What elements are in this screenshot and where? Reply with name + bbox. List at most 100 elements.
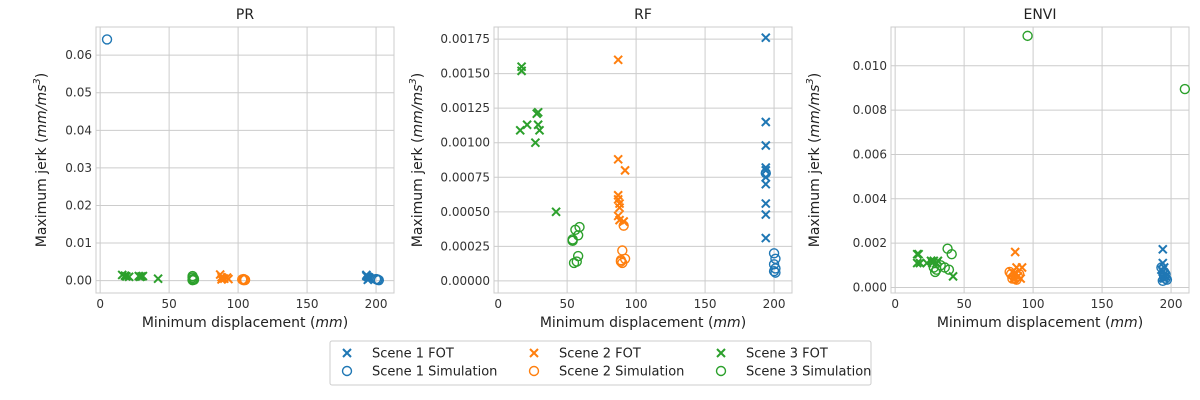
legend-label: Scene 3 Simulation [746, 365, 871, 380]
rf-y-tick-label: 0.00150 [440, 67, 490, 81]
rf-grid [494, 27, 792, 293]
rf-title: RF [634, 7, 652, 23]
pr-y-tick-label: 0.04 [65, 123, 92, 137]
envi-y-tick-label: 0.006 [853, 147, 887, 161]
envi-grid [891, 27, 1189, 293]
legend-item-scene-3-simulation: Scene 3 Simulation [715, 365, 871, 380]
envi-y-tick-label: 0.008 [853, 103, 887, 117]
pr-series-scene-1-fot [361, 270, 374, 285]
data-point [1014, 268, 1025, 280]
pr-y-tick-label: 0.03 [65, 161, 92, 175]
panel-envi: 0 50 100 150 200 0.000 0.002 0.004 0.006 0.008 0.0… [805, 7, 1191, 331]
pr-x-tick-label: 100 [227, 297, 250, 311]
rf-y-tick-label: 0.00125 [440, 101, 490, 115]
data-point [124, 272, 134, 282]
rf-series-scene-2-simulation [615, 220, 631, 269]
panel-pr: 0 50 100 150 200 0.00 0.01 0.02 0.03 0.04 0.05 0.06… [32, 7, 395, 331]
data-point [1157, 275, 1168, 287]
data-point [516, 66, 527, 76]
pr-y-axis-label: Maximum jerk (mm/ms3) [32, 73, 50, 248]
pr-x-axis-label: Minimum displacement (mm) [142, 315, 348, 331]
data-point [239, 274, 251, 286]
pr-y-tick-label: 0.05 [65, 86, 92, 100]
data-point [1022, 30, 1033, 42]
rf-series-scene-3-fot [515, 62, 561, 217]
pr-plot-frame [95, 26, 395, 294]
pr-x-tick-label: 50 [161, 297, 176, 311]
data-point [761, 140, 771, 151]
data-point [372, 274, 383, 285]
envi-series-scene-2-simulation [1004, 266, 1025, 285]
data-point [620, 165, 630, 176]
data-point [913, 249, 924, 259]
pr-series-scene-3-simulation [187, 270, 200, 286]
data-point [1012, 271, 1024, 282]
rf-series-scene-1-simulation [760, 167, 781, 278]
rf-series-scene-2-fot [613, 55, 630, 227]
legend-marker [716, 348, 726, 358]
data-point [361, 271, 372, 281]
envi-series-scene-1-simulation [1156, 262, 1173, 287]
data-point [770, 267, 781, 278]
rf-plot-frame [493, 26, 793, 294]
data-point [761, 179, 771, 189]
data-point [1160, 273, 1171, 284]
rf-y-tick-label: 0.00000 [440, 274, 490, 288]
data-point [1010, 247, 1020, 257]
envi-x-tick-label: 200 [1160, 297, 1183, 311]
envi-title: ENVI [1023, 7, 1056, 23]
legend: Scene 1 FOT Scene 1 Simulation Scene 2 FOT… [329, 340, 872, 386]
panel-rf: 0 50 100 150 200 0.00000 0.00025 0.00050 0.00075… [408, 7, 793, 331]
legend-item-scene-1-simulation: Scene 1 Simulation [341, 365, 497, 380]
rf-x-tick-label: 50 [559, 297, 574, 311]
data-point [768, 248, 780, 259]
legend-marker [341, 365, 353, 377]
envi-y-tick-label: 0.010 [853, 59, 887, 73]
data-point [912, 258, 922, 268]
data-point [761, 162, 771, 173]
legend-label: Scene 1 Simulation [372, 365, 497, 380]
data-point [138, 271, 148, 281]
rf-series-scene-3-simulation [567, 221, 585, 269]
data-point [761, 117, 771, 127]
data-point [216, 274, 227, 285]
pr-y-tick-label: 0.00 [65, 274, 92, 288]
data-point [530, 138, 541, 148]
data-point [1008, 271, 1019, 282]
data-point [761, 209, 771, 220]
data-point [1161, 274, 1173, 285]
legend-item-scene-3-fot: Scene 3 FOT [716, 347, 828, 362]
data-point [761, 165, 771, 176]
data-point [1160, 268, 1171, 280]
pr-x-tick-label: 150 [296, 297, 319, 311]
pr-series-scene-3-fot [117, 270, 163, 284]
data-point [613, 154, 623, 165]
data-point [1158, 244, 1168, 255]
data-point [915, 258, 925, 268]
rf-y-tick-label: 0.00050 [440, 205, 490, 219]
legend-item-scene-2-fot: Scene 2 FOT [529, 347, 641, 362]
envi-y-tick-label: 0.004 [853, 192, 887, 206]
pr-series-scene-1-simulation [101, 34, 385, 286]
envi-x-tick-label: 0 [891, 297, 899, 311]
data-point [534, 125, 545, 135]
data-point [615, 254, 627, 266]
data-point [613, 55, 623, 65]
data-point [929, 266, 941, 278]
data-point [153, 274, 163, 284]
rf-x-tick-label: 150 [694, 297, 717, 311]
data-point [761, 198, 771, 209]
data-point [551, 207, 561, 217]
pr-x-tick-label: 200 [365, 297, 388, 311]
legend-marker [529, 348, 539, 358]
data-point [761, 233, 771, 243]
legend-box [329, 340, 872, 386]
data-point [1179, 83, 1191, 95]
envi-y-axis-label: Maximum jerk (mm/ms3) [805, 73, 823, 248]
pr-y-tick-label: 0.01 [65, 236, 92, 250]
envi-y-tick-label: 0.002 [853, 236, 887, 250]
data-point [943, 264, 955, 275]
envi-x-tick-label: 150 [1091, 297, 1114, 311]
data-point [567, 235, 578, 247]
